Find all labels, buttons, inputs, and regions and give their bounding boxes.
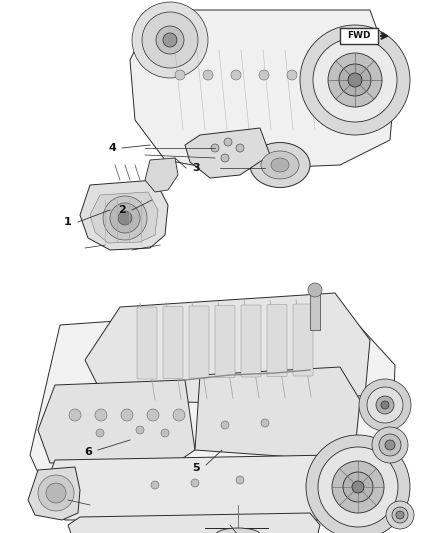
Circle shape [313, 38, 397, 122]
Ellipse shape [271, 158, 289, 172]
Circle shape [379, 434, 401, 456]
Circle shape [300, 25, 410, 135]
Circle shape [332, 461, 384, 513]
Circle shape [69, 409, 81, 421]
Circle shape [385, 440, 395, 450]
Polygon shape [195, 367, 360, 460]
Circle shape [147, 409, 159, 421]
Text: 4: 4 [108, 143, 116, 153]
Circle shape [308, 283, 322, 297]
Circle shape [376, 396, 394, 414]
FancyBboxPatch shape [137, 307, 157, 379]
FancyBboxPatch shape [267, 304, 287, 376]
FancyBboxPatch shape [189, 306, 209, 378]
Polygon shape [28, 467, 80, 520]
Circle shape [110, 203, 140, 233]
Circle shape [156, 26, 184, 54]
Text: 3: 3 [192, 163, 200, 173]
Circle shape [381, 401, 389, 409]
Circle shape [372, 427, 408, 463]
Ellipse shape [250, 142, 310, 188]
Text: 5: 5 [192, 463, 200, 473]
Circle shape [175, 70, 185, 80]
Circle shape [386, 501, 414, 529]
Circle shape [163, 33, 177, 47]
Circle shape [203, 70, 213, 80]
Text: 1: 1 [64, 217, 72, 227]
Circle shape [132, 2, 208, 78]
Polygon shape [80, 180, 168, 250]
Circle shape [339, 64, 371, 96]
Text: 6: 6 [84, 447, 92, 457]
Circle shape [224, 138, 232, 146]
Polygon shape [145, 158, 178, 192]
Circle shape [236, 476, 244, 484]
FancyBboxPatch shape [340, 28, 378, 44]
Circle shape [191, 479, 199, 487]
Circle shape [211, 144, 219, 152]
Ellipse shape [261, 151, 299, 179]
Circle shape [151, 481, 159, 489]
Circle shape [315, 70, 325, 80]
FancyBboxPatch shape [163, 306, 183, 378]
Circle shape [118, 211, 132, 225]
Circle shape [46, 483, 66, 503]
Circle shape [96, 429, 104, 437]
FancyBboxPatch shape [293, 304, 313, 376]
Circle shape [287, 70, 297, 80]
Circle shape [161, 429, 169, 437]
Circle shape [261, 419, 269, 427]
Circle shape [352, 481, 364, 493]
Circle shape [348, 73, 362, 87]
Circle shape [328, 53, 382, 107]
Circle shape [343, 70, 353, 80]
Polygon shape [68, 513, 320, 533]
Circle shape [392, 507, 408, 523]
Circle shape [221, 421, 229, 429]
FancyBboxPatch shape [215, 305, 235, 377]
Polygon shape [38, 380, 195, 463]
Circle shape [231, 70, 241, 80]
Polygon shape [40, 455, 355, 520]
Circle shape [396, 511, 404, 519]
Circle shape [95, 409, 107, 421]
FancyBboxPatch shape [241, 305, 261, 377]
Circle shape [221, 154, 229, 162]
Polygon shape [90, 192, 158, 243]
Circle shape [142, 12, 198, 68]
Circle shape [259, 70, 269, 80]
Polygon shape [130, 10, 395, 170]
Polygon shape [30, 305, 395, 520]
Circle shape [236, 144, 244, 152]
Circle shape [136, 426, 144, 434]
Circle shape [103, 196, 147, 240]
Circle shape [38, 475, 74, 511]
Polygon shape [185, 128, 270, 178]
Text: 2: 2 [118, 205, 126, 215]
Polygon shape [85, 293, 370, 405]
Circle shape [173, 409, 185, 421]
Circle shape [318, 447, 398, 527]
Circle shape [121, 409, 133, 421]
Circle shape [359, 379, 411, 431]
Circle shape [367, 387, 403, 423]
Circle shape [306, 435, 410, 533]
Ellipse shape [215, 528, 261, 533]
Circle shape [343, 472, 373, 502]
Text: FWD: FWD [347, 31, 371, 41]
Bar [310, 290, 320, 330]
